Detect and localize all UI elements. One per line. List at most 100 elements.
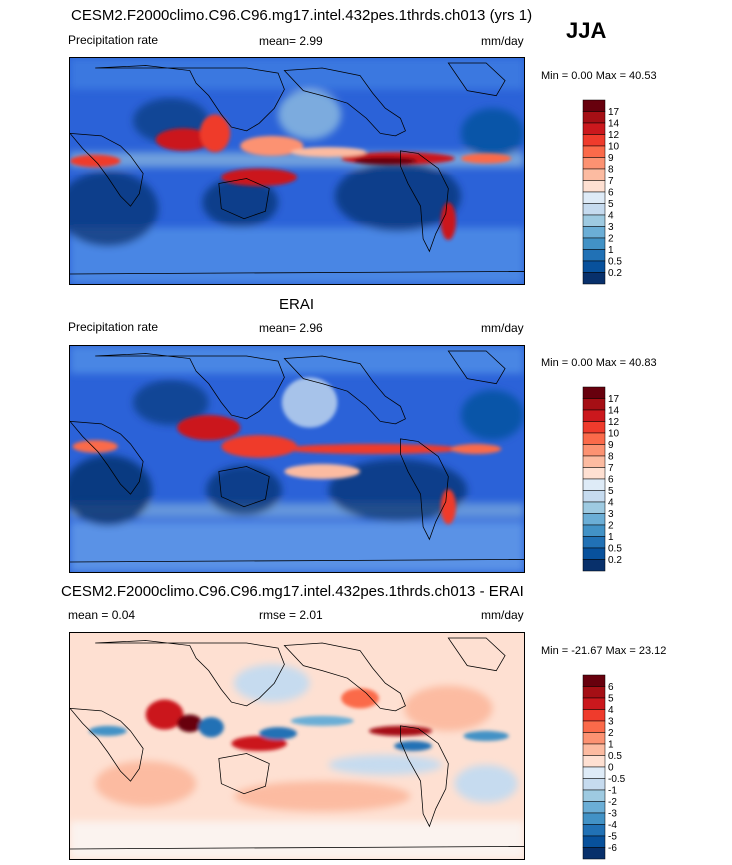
colorbar-tick-label: 3 — [608, 717, 614, 728]
colorbar-box — [582, 536, 606, 549]
colorbar-tick-label: 5 — [608, 199, 614, 210]
colorbar-box — [582, 122, 606, 135]
colorbar-tick-label: 0.5 — [608, 751, 622, 762]
colorbar-tick-label: 0.2 — [608, 268, 622, 279]
colorbar-box — [582, 386, 606, 399]
colorbar-box — [582, 467, 606, 480]
colorbar-tick-label: -0.5 — [608, 774, 626, 785]
colorbar-tick-label: 7 — [608, 463, 614, 474]
colorbar-tick-label: 1 — [608, 245, 614, 256]
colorbar-box — [582, 732, 606, 745]
colorbar-tick-label: 9 — [608, 153, 614, 164]
colorbar-tick-label: 2 — [608, 728, 614, 739]
colorbar-box — [582, 789, 606, 802]
minmax-label-model: Min = 0.00 Max = 40.53 — [541, 70, 657, 82]
colorbar-box — [582, 260, 606, 273]
colorbar-tick-label: -5 — [608, 832, 617, 843]
colorbar-box — [582, 111, 606, 124]
colorbar-tick-label: 17 — [608, 107, 620, 118]
map-diff — [69, 632, 525, 860]
colorbar-tick-label: 4 — [608, 211, 614, 222]
colorbar-box — [582, 812, 606, 825]
variable-label-obs: Precipitation rate — [68, 320, 159, 334]
colorbar-box — [582, 720, 606, 733]
panel-title-obs: ERAI — [279, 296, 315, 313]
colorbar-box — [582, 847, 606, 860]
colorbar-tick-label: -4 — [608, 820, 617, 831]
colorbar-tick-label: 0.2 — [608, 555, 622, 566]
minmax-label-obs: Min = 0.00 Max = 40.83 — [541, 357, 657, 369]
variable-label-model: Precipitation rate — [68, 33, 159, 47]
colorbar-box — [582, 99, 606, 112]
map-model — [69, 57, 525, 285]
panel-title-model: CESM2.F2000climo.C96.C96.mg17.intel.432p… — [71, 7, 533, 24]
colorbar-tick-label: 7 — [608, 176, 614, 187]
colorbar-tick-label: -6 — [608, 843, 617, 854]
colorbar-tick-label: 17 — [608, 394, 620, 405]
colorbar-box — [582, 559, 606, 572]
colorbar-box — [582, 524, 606, 537]
colorbar-box — [582, 778, 606, 791]
panel-title-diff: CESM2.F2000climo.C96.C96.mg17.intel.432p… — [61, 583, 524, 600]
colorbar-box — [582, 547, 606, 560]
colorbar-tick-label: -2 — [608, 797, 617, 808]
colorbar-box — [582, 272, 606, 285]
colorbar-obs: 17 14 12 10 9 8 7 6 5 4 3 2 1 0.5 0.2 — [582, 386, 633, 572]
colorbar-box — [582, 490, 606, 503]
rmse-label-diff: rmse = 2.01 — [259, 608, 323, 622]
colorbar-box — [582, 157, 606, 170]
colorbar-tick-label: 12 — [608, 130, 620, 141]
colorbar-tick-label: 1 — [608, 532, 614, 543]
colorbar-box — [582, 801, 606, 814]
colorbar-tick-label: 0.5 — [608, 544, 622, 555]
colorbar-tick-label: 6 — [608, 188, 614, 199]
colorbar-box — [582, 237, 606, 250]
colorbar-box — [582, 835, 606, 848]
colorbar-box — [582, 398, 606, 411]
colorbar-tick-label: 8 — [608, 452, 614, 463]
mean-label-model: mean= 2.99 — [259, 34, 323, 48]
colorbar-diff: 6 5 4 3 2 1 0.5 0 -0.5 -1 -2 -3 -4 -5 -6 — [582, 674, 633, 860]
colorbar-box — [582, 409, 606, 422]
colorbar-box — [582, 180, 606, 193]
minmax-label-diff: Min = -21.67 Max = 23.12 — [541, 645, 667, 657]
colorbar-box — [582, 824, 606, 837]
colorbar-tick-label: 3 — [608, 509, 614, 520]
mean-label-diff: mean = 0.04 — [68, 608, 136, 622]
colorbar-box — [582, 203, 606, 216]
colorbar-box — [582, 249, 606, 262]
colorbar-tick-label: 6 — [608, 682, 614, 693]
colorbar-box — [582, 134, 606, 147]
colorbar-tick-label: 8 — [608, 165, 614, 176]
colorbar-tick-label: 10 — [608, 429, 620, 440]
colorbar-box — [582, 766, 606, 779]
colorbar-box — [582, 191, 606, 204]
units-label-diff: mm/day — [481, 608, 524, 622]
colorbar-box — [582, 501, 606, 514]
colorbar-tick-label: 5 — [608, 694, 614, 705]
map-obs — [69, 345, 525, 573]
season-label: JJA — [566, 18, 607, 43]
colorbar-box — [582, 214, 606, 227]
colorbar-model: 17 14 12 10 9 8 7 6 5 4 3 2 1 0.5 0.2 — [582, 99, 633, 285]
colorbar-box — [582, 674, 606, 687]
colorbar-box — [582, 686, 606, 699]
colorbar-tick-label: 2 — [608, 521, 614, 532]
colorbar-tick-label: 12 — [608, 417, 620, 428]
colorbar-box — [582, 168, 606, 181]
colorbar-box — [582, 755, 606, 768]
colorbar-tick-label: 5 — [608, 486, 614, 497]
units-label-obs: mm/day — [481, 321, 524, 335]
colorbar-box — [582, 432, 606, 445]
colorbar-tick-label: 4 — [608, 705, 614, 716]
colorbar-box — [582, 444, 606, 457]
colorbar-tick-label: 1 — [608, 740, 614, 751]
colorbar-tick-label: 6 — [608, 475, 614, 486]
colorbar-tick-label: 10 — [608, 142, 620, 153]
colorbar-box — [582, 145, 606, 158]
colorbar-box — [582, 226, 606, 239]
colorbar-box — [582, 513, 606, 526]
